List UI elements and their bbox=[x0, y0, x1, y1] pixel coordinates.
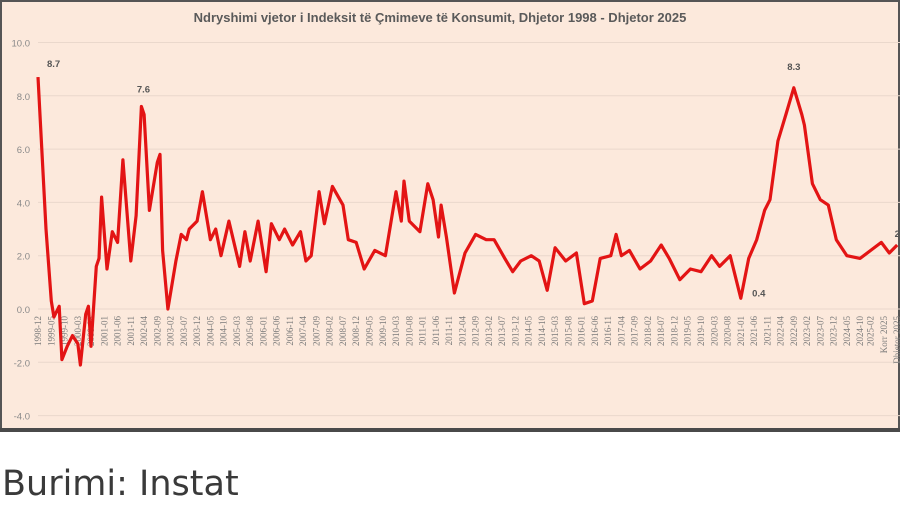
x-tick-label: 2011-01 bbox=[418, 316, 428, 346]
x-tick-label: Korr 2025 bbox=[879, 316, 889, 354]
x-tick-label: 2014-10 bbox=[537, 316, 547, 346]
x-tick-label: 2001-01 bbox=[99, 316, 109, 346]
y-tick-label: -2.0 bbox=[14, 358, 30, 369]
data-label: 7.6 bbox=[137, 84, 150, 95]
source-caption: Burimi: Instat bbox=[2, 464, 239, 504]
x-tick-label: 2008-07 bbox=[338, 316, 348, 346]
x-tick-label: 2014-05 bbox=[524, 316, 534, 346]
x-tick-label: 2001-06 bbox=[113, 316, 123, 346]
x-tick-label: 2002-04 bbox=[139, 316, 149, 346]
x-tick-label: 2012-04 bbox=[457, 316, 467, 346]
x-tick-label: 2023-12 bbox=[829, 316, 839, 346]
x-tick-label: 2001-11 bbox=[126, 316, 136, 346]
x-tick-label: 2006-11 bbox=[285, 316, 295, 346]
data-label: 2 bbox=[895, 229, 900, 240]
x-tick-label: 2020-03 bbox=[709, 316, 719, 346]
y-tick-label: -4.0 bbox=[14, 412, 30, 423]
x-tick-label: 2018-07 bbox=[656, 316, 666, 346]
x-tick-label: 2022-04 bbox=[776, 316, 786, 346]
x-tick-label: 2010-03 bbox=[391, 316, 401, 346]
x-tick-label: 2016-01 bbox=[577, 316, 587, 346]
x-tick-label: 2007-04 bbox=[298, 316, 308, 346]
x-tick-label: 2005-08 bbox=[245, 316, 255, 346]
x-tick-label: 2017-09 bbox=[630, 316, 640, 346]
x-tick-label: 2003-12 bbox=[192, 316, 202, 346]
x-tick-label: 2018-12 bbox=[669, 316, 679, 346]
x-tick-label: 2021-01 bbox=[736, 316, 746, 346]
x-tick-label: 2025-02 bbox=[866, 316, 876, 346]
x-tick-label: 2004-05 bbox=[205, 316, 215, 346]
x-tick-label: 2004-10 bbox=[219, 316, 229, 346]
x-tick-label: 2020-08 bbox=[723, 316, 733, 346]
x-tick-label: 2019-05 bbox=[683, 316, 693, 346]
y-tick-label: 8.0 bbox=[17, 92, 30, 103]
x-tick-label: 2005-03 bbox=[232, 316, 242, 346]
data-label: 0.4 bbox=[752, 288, 766, 299]
x-tick-label: 2021-06 bbox=[749, 316, 759, 346]
x-tick-label: 2023-02 bbox=[802, 316, 812, 346]
x-tick-label: 2008-02 bbox=[325, 316, 335, 346]
x-tick-label: 2016-11 bbox=[603, 316, 613, 346]
y-tick-label: 4.0 bbox=[17, 198, 30, 209]
x-tick-label: 2007-09 bbox=[311, 316, 321, 346]
x-tick-label: 2018-02 bbox=[643, 316, 653, 346]
x-tick-label: 2013-02 bbox=[484, 316, 494, 346]
cpi-line-chart: Ndryshimi vjetor i Indeksit të Çmimeve t… bbox=[0, 0, 900, 432]
x-tick-label: 2015-03 bbox=[550, 316, 560, 346]
x-tick-label: 2009-10 bbox=[378, 316, 388, 346]
x-tick-label: 2019-10 bbox=[696, 316, 706, 346]
x-tick-label: 2008-12 bbox=[351, 316, 361, 346]
y-tick-label: 0.0 bbox=[17, 305, 30, 316]
x-tick-label: 2016-06 bbox=[590, 316, 600, 346]
x-tick-label: 2022-09 bbox=[789, 316, 799, 346]
x-tick-label: 1999-05 bbox=[46, 316, 56, 346]
x-tick-label: Dhjetor 2025 bbox=[892, 316, 900, 364]
x-tick-label: 2002-09 bbox=[152, 316, 162, 346]
x-tick-label: 2023-07 bbox=[815, 316, 825, 346]
y-tick-label: 10.0 bbox=[12, 39, 31, 50]
chart-background bbox=[0, 0, 900, 431]
x-tick-label: 2000-03 bbox=[73, 316, 83, 346]
x-tick-label: 2003-07 bbox=[179, 316, 189, 346]
chart-title: Ndryshimi vjetor i Indeksit të Çmimeve t… bbox=[194, 10, 687, 25]
data-label: 8.3 bbox=[787, 62, 800, 73]
data-label: 8.7 bbox=[47, 59, 60, 70]
x-tick-label: 1999-10 bbox=[60, 316, 70, 346]
x-tick-label: 2003-02 bbox=[166, 316, 176, 346]
y-tick-label: 6.0 bbox=[17, 145, 30, 156]
x-tick-label: 2024-05 bbox=[842, 316, 852, 346]
x-tick-label: 2012-09 bbox=[471, 316, 481, 346]
x-tick-label: 2017-04 bbox=[616, 316, 626, 346]
x-tick-label: 2006-06 bbox=[272, 316, 282, 346]
x-tick-label: 2009-05 bbox=[365, 316, 375, 346]
x-tick-label: 2006-01 bbox=[258, 316, 268, 346]
x-tick-label: 2015-08 bbox=[563, 316, 573, 346]
x-tick-label: 2013-07 bbox=[497, 316, 507, 346]
x-tick-label: 2021-11 bbox=[762, 316, 772, 346]
y-tick-label: 2.0 bbox=[17, 252, 30, 263]
x-tick-label: 2024-10 bbox=[855, 316, 865, 346]
x-tick-label: 2011-06 bbox=[431, 316, 441, 346]
x-tick-label: 1998-12 bbox=[33, 316, 43, 346]
x-tick-label: 2010-08 bbox=[404, 316, 414, 346]
x-tick-label: 2013-12 bbox=[510, 316, 520, 346]
x-tick-label: 2011-11 bbox=[444, 316, 454, 345]
